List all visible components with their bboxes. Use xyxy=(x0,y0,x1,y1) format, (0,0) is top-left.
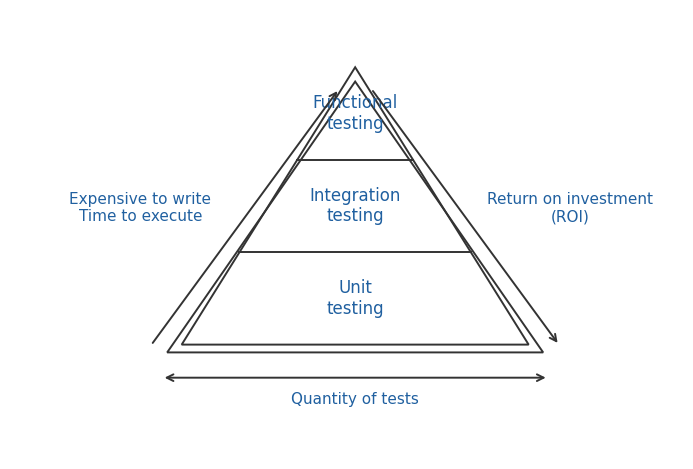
Text: Expensive to write
Time to execute: Expensive to write Time to execute xyxy=(69,192,211,224)
Text: Unit
testing: Unit testing xyxy=(326,279,384,318)
Text: Quantity of tests: Quantity of tests xyxy=(291,392,419,407)
Text: Functional
testing: Functional testing xyxy=(313,94,398,133)
Text: Return on investment
(ROI): Return on investment (ROI) xyxy=(487,192,653,224)
Text: Integration
testing: Integration testing xyxy=(310,187,401,225)
